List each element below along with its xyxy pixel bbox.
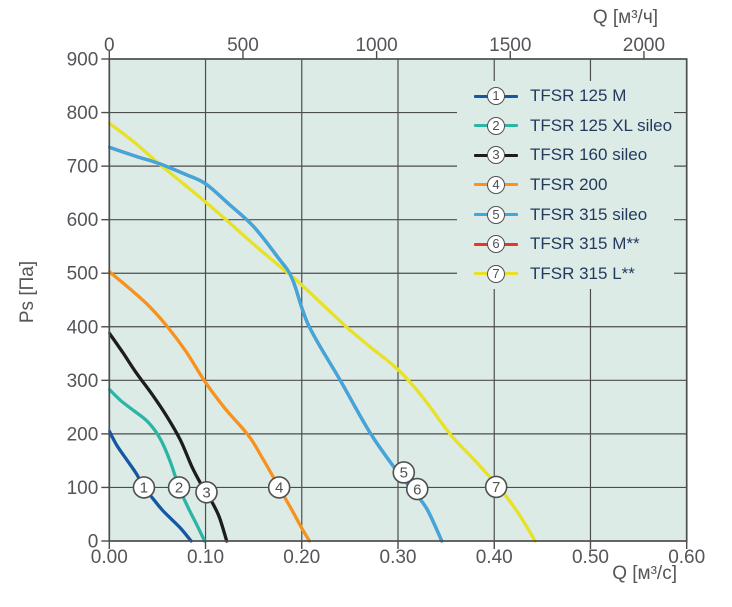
legend-item-tfsr-315-sileo: 5 TFSR 315 sileo	[457, 202, 674, 228]
curve-marker-1: 1	[132, 476, 156, 499]
legend-label: TFSR 200	[530, 174, 608, 194]
curve-tfsr-125-xl-sileo	[108, 387, 207, 543]
legend-swatch: 6	[474, 234, 518, 255]
legend: 1 TFSR 125 M 2 TFSR 125 XL sileo 3 TFSR 160 s…	[457, 81, 674, 289]
curve-marker-6: 6	[405, 477, 429, 501]
legend-item-tfsr-315-m: 6 TFSR 315 M**	[457, 231, 674, 257]
tick-label-y-3: 300	[67, 371, 99, 392]
tick-label-y-8: 800	[67, 103, 99, 124]
curve-marker-4: 4	[267, 476, 291, 499]
legend-item-tfsr-315-l: 7 TFSR 315 L**	[457, 261, 674, 287]
tick-label-x-bottom-3: 0.30	[380, 547, 417, 568]
legend-number-badge: 6	[487, 235, 505, 254]
legend-number-badge: 2	[487, 116, 505, 135]
curve-marker-number-5: 5	[400, 465, 408, 482]
curve-marker-circle-4	[267, 476, 291, 499]
tick-label-y-4: 400	[67, 317, 99, 338]
curve-marker-number-4: 4	[275, 480, 283, 497]
tick-label-y-6: 600	[67, 210, 99, 231]
legend-item-tfsr-125-xl-sileo: 2 TFSR 125 XL sileo	[457, 113, 674, 139]
tick-label-y-7: 700	[67, 157, 99, 178]
curve-marker-number-3: 3	[202, 485, 210, 502]
legend-number-badge: 7	[487, 264, 505, 283]
tick-label-y-9: 900	[67, 50, 99, 71]
curve-marker-2: 2	[167, 476, 191, 499]
legend-label: TFSR 160 sileo	[530, 145, 648, 165]
curve-tfsr-160-sileo	[108, 331, 229, 543]
legend-label: TFSR 125 XL sileo	[530, 115, 673, 135]
tick-label-x-top-2: 1000	[355, 35, 397, 56]
curve-tfsr-200	[108, 269, 312, 543]
x-bottom-axis-unit-label: Q [м³/с]	[612, 563, 677, 584]
curve-marker-3: 3	[195, 480, 218, 504]
tick-label-x-top-4: 2000	[623, 35, 665, 56]
curve-marker-circle-1	[132, 476, 156, 499]
curve-marker-circle-5	[392, 461, 416, 484]
tick-label-x-bottom-2: 0.20	[283, 547, 320, 568]
tick-label-y-2: 200	[67, 424, 99, 445]
x-top-axis-unit-label: Q [м³/ч]	[592, 7, 658, 28]
curve-marker-circle-2	[167, 476, 191, 499]
curve-marker-number-2: 2	[175, 480, 183, 497]
legend-label: TFSR 125 M	[530, 86, 627, 105]
curve-marker-circle-6	[405, 477, 429, 501]
tick-label-x-top-0: 0	[104, 35, 115, 56]
legend-label: TFSR 315 sileo	[530, 204, 648, 224]
legend-label: TFSR 315 L**	[530, 263, 635, 283]
legend-item-tfsr-125-m: 1 TFSR 125 M	[457, 83, 674, 109]
legend-swatch: 1	[474, 86, 518, 107]
legend-number-badge: 5	[487, 205, 505, 224]
tick-label-x-bottom-5: 0.50	[572, 547, 609, 568]
legend-item-tfsr-200: 4 TFSR 200	[457, 172, 674, 198]
tick-label-x-bottom-6: 0.60	[668, 547, 705, 568]
tick-label-x-bottom-0: 0.00	[91, 547, 128, 568]
curve-marker-7: 7	[484, 475, 508, 499]
legend-number-badge: 3	[487, 146, 505, 165]
curve-marker-number-6: 6	[413, 481, 421, 498]
legend-swatch: 3	[474, 145, 518, 166]
curve-marker-circle-7	[484, 475, 508, 499]
y-axis-unit-label: Ps [Па]	[17, 260, 38, 324]
curve-marker-5: 5	[392, 461, 416, 484]
legend-number-badge: 1	[487, 87, 505, 105]
legend-swatch: 2	[474, 115, 518, 136]
tick-label-x-top-1: 500	[227, 35, 259, 56]
curve-marker-circle-3	[195, 480, 218, 504]
tick-label-y-5: 500	[67, 264, 99, 285]
tick-label-x-top-3: 1500	[489, 35, 531, 56]
legend-swatch: 5	[474, 204, 518, 225]
legend-swatch: 4	[474, 174, 518, 195]
tick-label-y-0: 0	[88, 532, 99, 553]
tick-label-y-1: 100	[67, 478, 99, 499]
tick-label-x-bottom-4: 0.40	[476, 547, 513, 568]
curve-tfsr-315-l	[108, 121, 537, 543]
tick-label-x-bottom-1: 0.10	[187, 547, 224, 568]
legend-item-tfsr-160-sileo: 3 TFSR 160 sileo	[457, 142, 674, 168]
curve-marker-number-7: 7	[492, 479, 500, 496]
legend-number-badge: 4	[487, 175, 505, 194]
legend-swatch: 7	[474, 263, 518, 284]
legend-label: TFSR 315 M**	[530, 234, 640, 254]
curve-marker-number-1: 1	[140, 480, 148, 497]
